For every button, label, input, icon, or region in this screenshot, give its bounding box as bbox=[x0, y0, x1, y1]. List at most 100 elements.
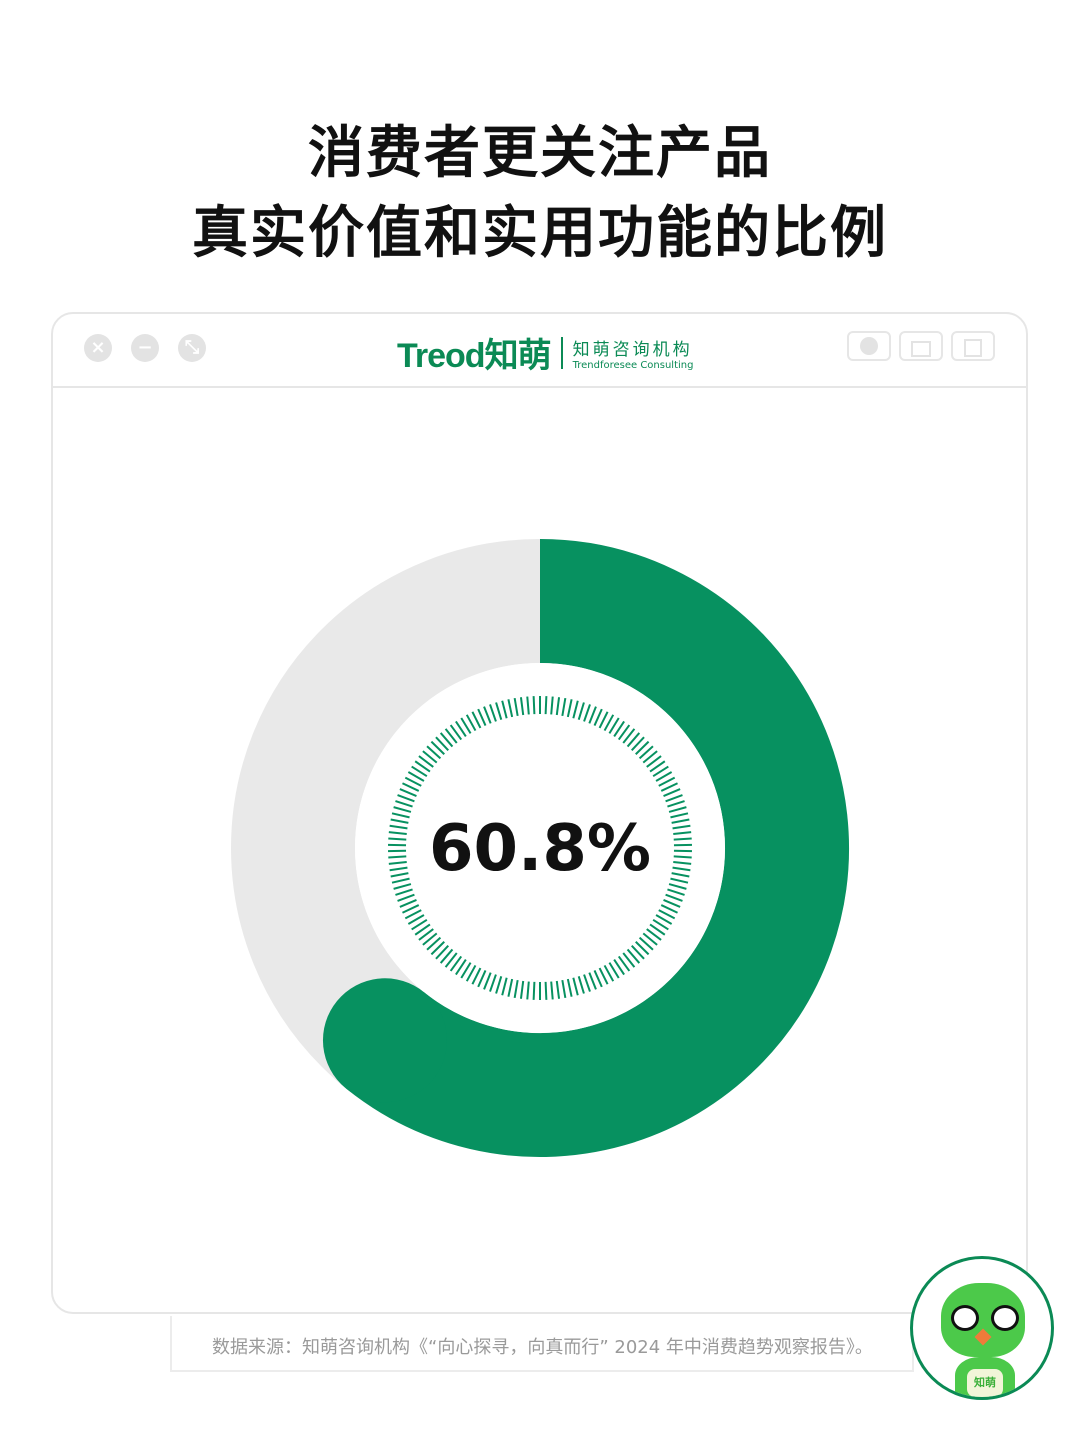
donut-value-arc bbox=[346, 539, 849, 1157]
logo-org-en: Trendforesee Consulting bbox=[572, 359, 694, 371]
tick-mark bbox=[513, 979, 519, 999]
tick-mark bbox=[671, 872, 690, 878]
tick-mark bbox=[649, 760, 666, 773]
tick-mark bbox=[507, 978, 514, 997]
tick-mark bbox=[622, 728, 636, 744]
tick-mark bbox=[561, 979, 567, 999]
share-icon bbox=[911, 341, 931, 357]
tick-mark bbox=[655, 771, 673, 782]
tick-mark bbox=[501, 700, 508, 719]
tick-mark bbox=[495, 975, 503, 994]
tick-mark bbox=[635, 740, 650, 755]
tick-mark bbox=[665, 794, 683, 803]
tick-mark bbox=[399, 899, 417, 908]
tick-ring bbox=[355, 663, 725, 1033]
tick-mark bbox=[626, 948, 641, 964]
tick-mark bbox=[418, 755, 434, 768]
tick-mark bbox=[501, 977, 508, 996]
tick-mark bbox=[404, 909, 422, 920]
title-bar: × − ⤡ Treod知萌 知萌咨询机构 Trendforesee Consul… bbox=[53, 314, 1026, 388]
tick-mark bbox=[483, 972, 492, 990]
close-icon[interactable]: × bbox=[84, 334, 112, 362]
tick-mark bbox=[507, 699, 514, 718]
tick-mark bbox=[642, 750, 658, 764]
tick-mark bbox=[388, 837, 407, 841]
tick-mark bbox=[414, 923, 431, 936]
tick-mark bbox=[667, 800, 685, 808]
tick-mark bbox=[673, 861, 692, 865]
tick-mark bbox=[555, 980, 561, 999]
record-button[interactable] bbox=[847, 331, 891, 361]
tick-mark bbox=[389, 866, 408, 872]
mascot-eye-left bbox=[951, 1305, 979, 1331]
copy-button[interactable] bbox=[951, 331, 995, 361]
tick-mark bbox=[407, 771, 425, 782]
tick-mark bbox=[670, 877, 689, 884]
tick-mark bbox=[418, 928, 434, 941]
tick-mark bbox=[583, 704, 591, 722]
tick-mark bbox=[603, 714, 615, 732]
mascot-avatar: 知萌 bbox=[910, 1256, 1054, 1400]
tick-mark bbox=[414, 760, 431, 773]
tick-mark bbox=[426, 745, 442, 760]
tick-mark bbox=[532, 981, 536, 1000]
tick-mark bbox=[555, 697, 561, 716]
tick-mark bbox=[572, 977, 579, 996]
tick-mark bbox=[663, 788, 681, 797]
tick-mark bbox=[455, 720, 467, 737]
tick-mark bbox=[393, 806, 412, 813]
tick-mark bbox=[395, 800, 413, 808]
share-button[interactable] bbox=[899, 331, 943, 361]
tick-mark bbox=[672, 866, 691, 872]
resize-icon[interactable]: ⤡ bbox=[178, 334, 206, 362]
tick-mark bbox=[608, 717, 620, 734]
tick-mark bbox=[489, 704, 497, 722]
tick-mark bbox=[668, 883, 687, 890]
tick-mark bbox=[489, 974, 497, 992]
tick-mark bbox=[399, 788, 417, 797]
tick-mark bbox=[642, 932, 658, 946]
tick-mark bbox=[460, 717, 472, 734]
tick-mark bbox=[617, 724, 631, 741]
tick-mark bbox=[649, 923, 666, 936]
tick-mark bbox=[631, 736, 645, 752]
tick-mark bbox=[646, 755, 662, 768]
donut-arc-cap bbox=[322, 978, 447, 1103]
logo-org: 知萌咨询机构 bbox=[572, 339, 693, 360]
tick-mark bbox=[598, 967, 609, 985]
tick-mark bbox=[603, 964, 615, 982]
minimize-icon[interactable]: − bbox=[131, 334, 159, 362]
tick-mark bbox=[395, 888, 413, 896]
tick-mark bbox=[391, 877, 410, 884]
data-source: 数据来源：知萌咨询机构《“向心探寻，向真而行” 2024 年中消费趋势观察报告》… bbox=[212, 1337, 873, 1358]
tick-mark bbox=[635, 941, 650, 956]
logo: Treod知萌 知萌咨询机构 Trendforesee Consulting bbox=[397, 328, 693, 377]
tick-mark bbox=[652, 918, 669, 931]
tick-mark bbox=[411, 765, 428, 778]
tick-mark bbox=[430, 740, 445, 755]
tick-mark bbox=[658, 776, 676, 787]
tick-mark bbox=[388, 831, 407, 835]
tick-mark bbox=[672, 824, 691, 830]
record-icon bbox=[860, 337, 878, 355]
tick-mark bbox=[435, 944, 449, 960]
tick-mark bbox=[435, 736, 449, 752]
tick-mark bbox=[613, 720, 625, 737]
tick-mark bbox=[449, 955, 463, 972]
tick-mark bbox=[598, 711, 609, 729]
tick-mark bbox=[663, 899, 681, 908]
tick-mark bbox=[608, 962, 620, 979]
tick-mark bbox=[439, 732, 454, 748]
window-frame: × − ⤡ Treod知萌 知萌咨询机构 Trendforesee Consul… bbox=[51, 312, 1028, 1314]
tick-mark bbox=[422, 750, 438, 764]
tick-mark bbox=[477, 708, 487, 726]
tick-mark bbox=[532, 696, 536, 715]
tick-mark bbox=[465, 714, 477, 732]
tick-mark bbox=[388, 861, 407, 865]
tick-mark bbox=[673, 831, 692, 835]
tick-mark bbox=[393, 883, 412, 890]
tick-mark bbox=[519, 697, 525, 716]
tick-mark bbox=[660, 782, 678, 792]
tick-mark bbox=[526, 696, 530, 715]
